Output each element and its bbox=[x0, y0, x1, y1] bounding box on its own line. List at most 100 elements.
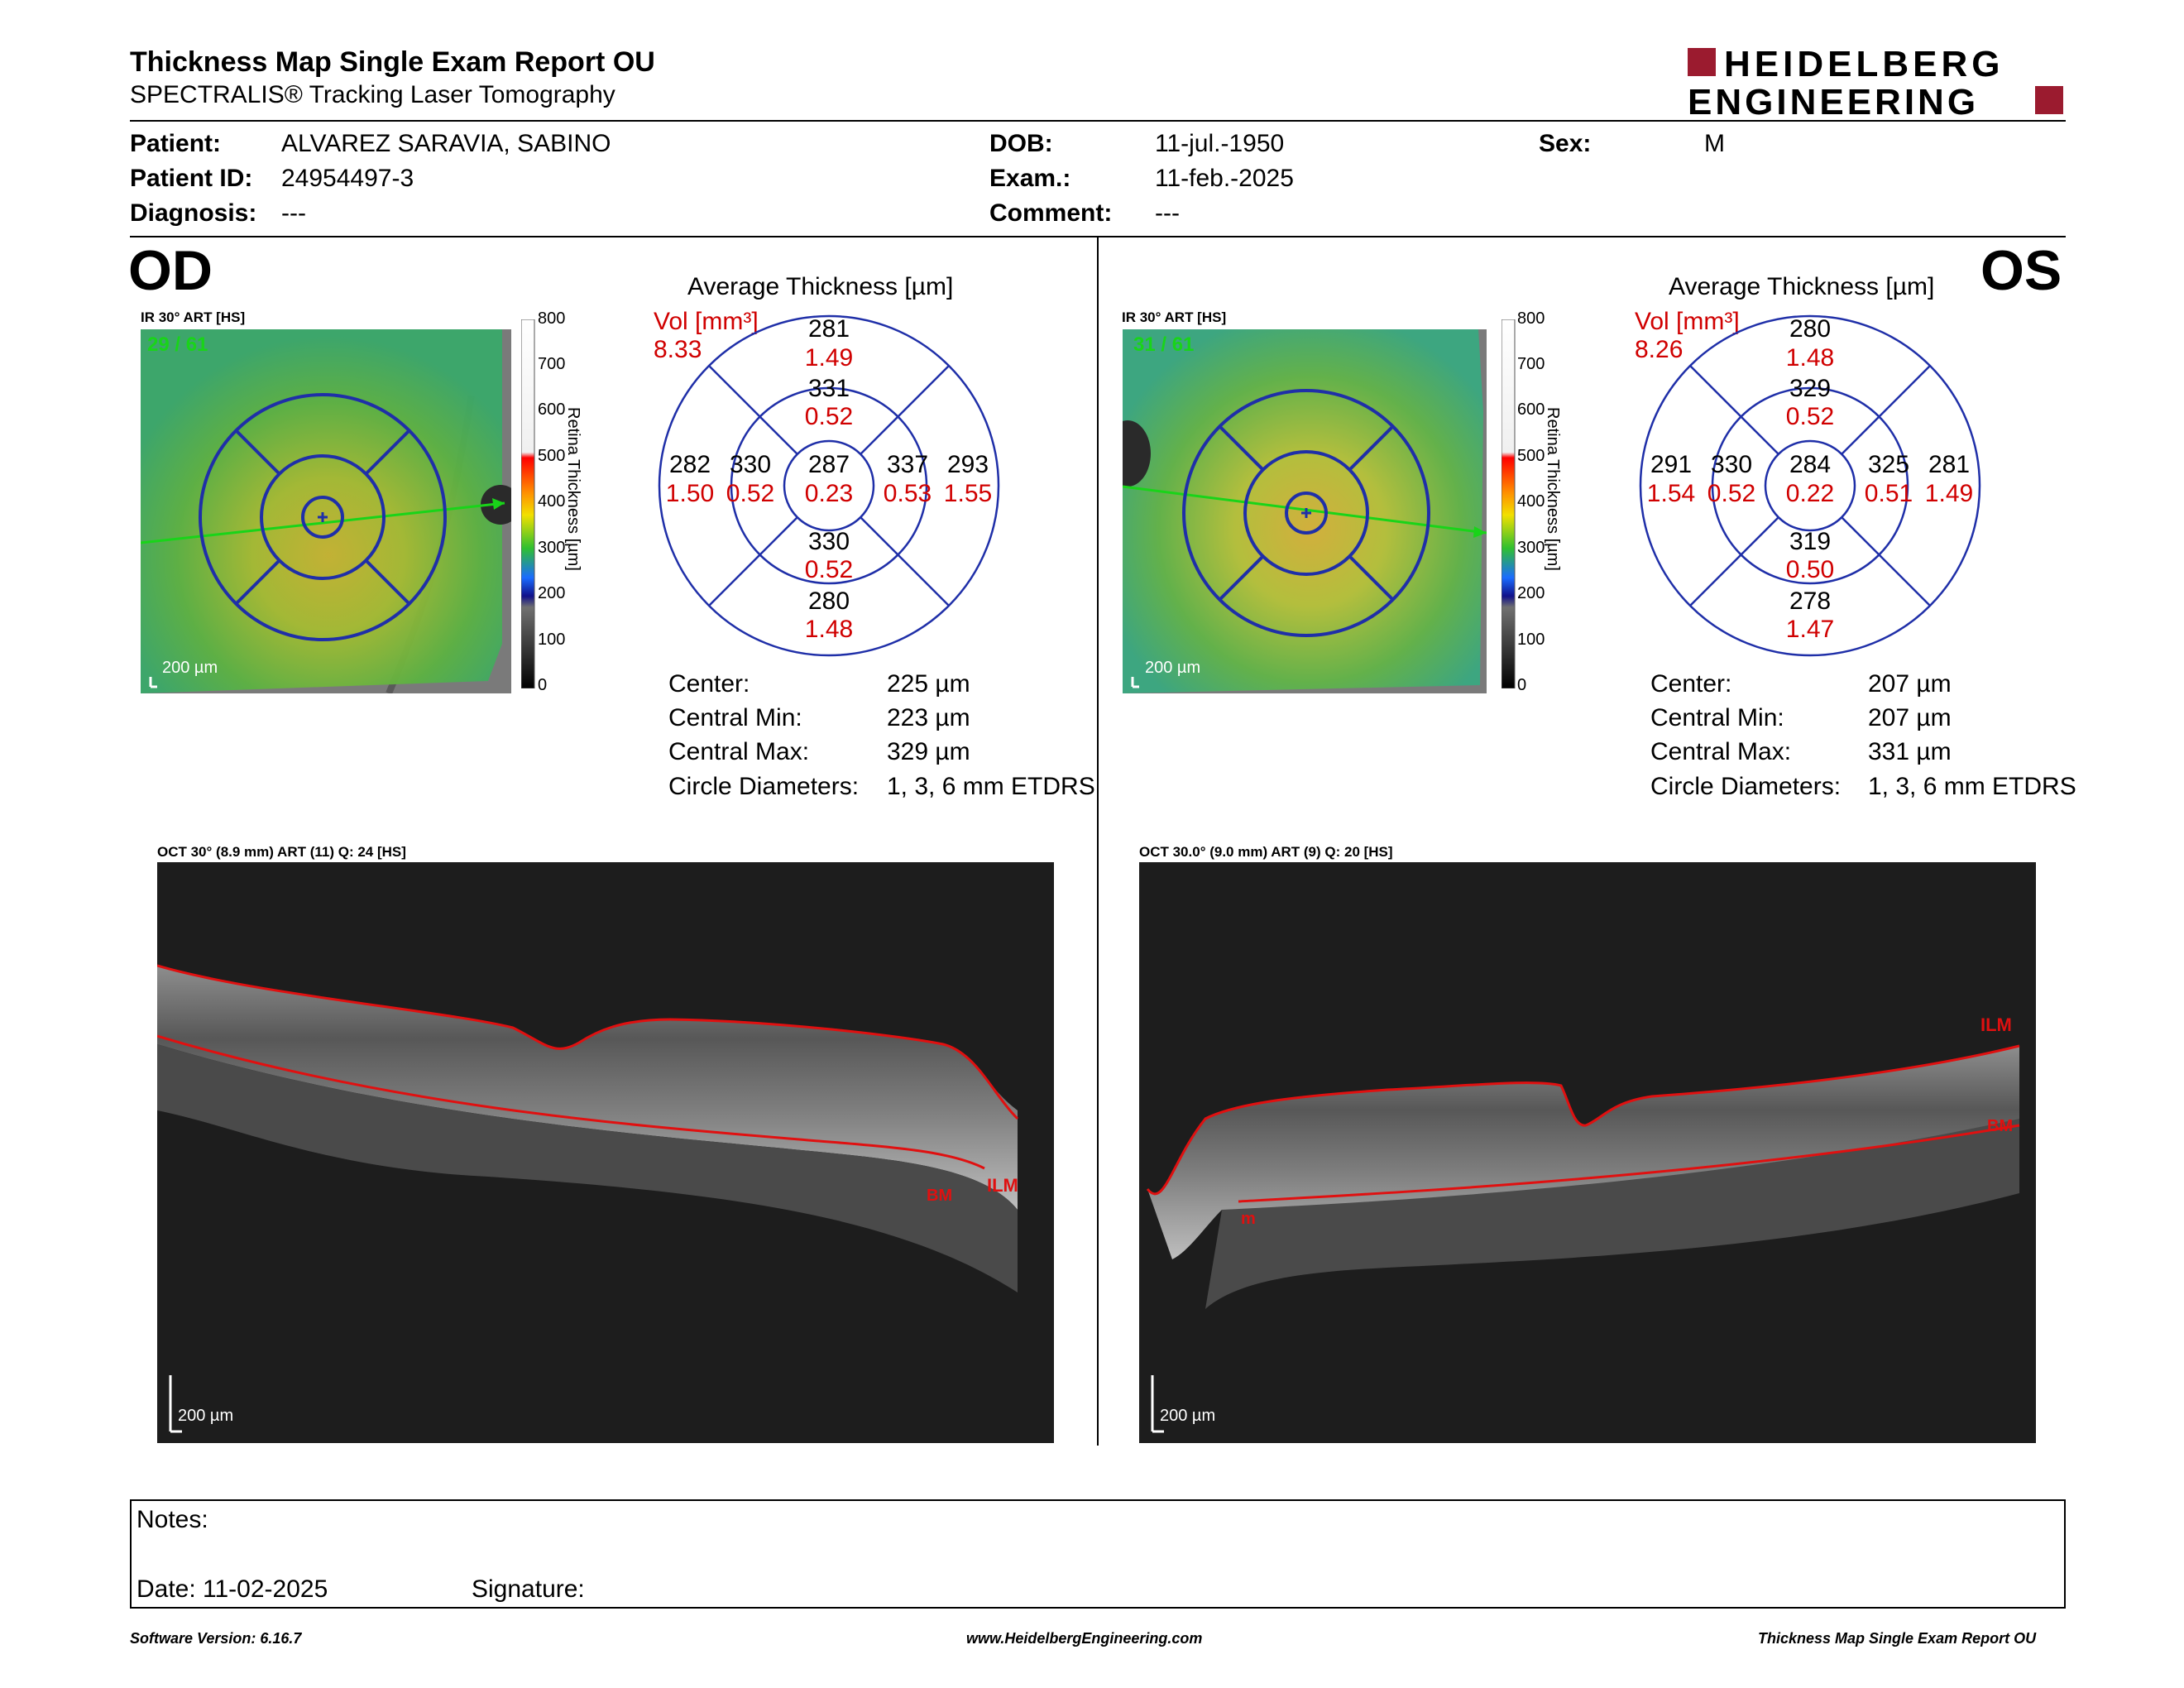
footer-software-version: Software Version: 6.16.7 bbox=[130, 1630, 302, 1647]
od-stat-center-value: 225 µm bbox=[887, 670, 970, 698]
od-outer-right-thickness: 293 bbox=[947, 451, 989, 478]
exam-value: 11-feb.-2025 bbox=[1155, 165, 1294, 192]
os-inner-right-volume: 0.51 bbox=[1865, 480, 1913, 507]
patient-label: Patient: bbox=[130, 130, 222, 157]
os-cbar-tick-0: 0 bbox=[1517, 676, 1527, 694]
os-ilm-label: ILM bbox=[1980, 1014, 2012, 1035]
od-oct-title: OCT 30° (8.9 mm) ART (11) Q: 24 [HS] bbox=[157, 844, 406, 860]
od-inner-left-volume: 0.52 bbox=[726, 480, 774, 507]
od-fundus-image bbox=[141, 329, 511, 693]
od-cbar-tick-300: 300 bbox=[538, 539, 566, 557]
os-cbar-tick-700: 700 bbox=[1517, 355, 1545, 373]
od-cbar-label: Retina Thickness [µm] bbox=[564, 407, 582, 571]
patient-divider bbox=[130, 236, 2066, 237]
od-cbar-tick-200: 200 bbox=[538, 584, 566, 602]
header-divider bbox=[130, 120, 2066, 122]
dob-label: DOB: bbox=[989, 130, 1053, 157]
od-avg-title: Average Thickness [µm] bbox=[687, 273, 954, 300]
os-inner-left-thickness: 330 bbox=[1711, 451, 1752, 478]
os-inner-sup-thickness: 329 bbox=[1789, 375, 1831, 402]
report-subtitle: SPECTRALIS® Tracking Laser Tomography bbox=[130, 81, 615, 108]
os-scale-bar-label: 200 µm bbox=[1145, 659, 1201, 677]
footer-website: www.HeidelbergEngineering.com bbox=[966, 1630, 1203, 1647]
os-inner-left-volume: 0.52 bbox=[1707, 480, 1755, 507]
od-cbar-tick-600: 600 bbox=[538, 400, 566, 419]
sex-value: M bbox=[1704, 130, 1725, 157]
os-stat-max-label: Central Max: bbox=[1650, 738, 1792, 765]
od-stat-diam-value: 1, 3, 6 mm ETDRS bbox=[887, 773, 1095, 800]
od-outer-left-thickness: 282 bbox=[669, 451, 711, 478]
os-stat-min-value: 207 µm bbox=[1868, 704, 1952, 731]
os-avg-title: Average Thickness [µm] bbox=[1669, 273, 1935, 300]
os-outer-right-thickness: 281 bbox=[1928, 451, 1970, 478]
od-inner-left-thickness: 330 bbox=[730, 451, 771, 478]
os-outer-sup-thickness: 280 bbox=[1789, 315, 1831, 343]
od-bm-label: BM bbox=[927, 1187, 953, 1205]
od-outer-sup-volume: 1.49 bbox=[805, 344, 853, 372]
os-cbar-tick-600: 600 bbox=[1517, 400, 1545, 419]
od-outer-inf-volume: 1.48 bbox=[805, 616, 853, 643]
os-colorbar bbox=[1493, 319, 1566, 688]
os-etdrs-grid: 280 1.48 329 0.52 284 0.22 330 0.52 325 … bbox=[1639, 314, 1981, 657]
od-outer-sup-thickness: 281 bbox=[808, 315, 850, 343]
os-cbar-tick-200: 200 bbox=[1517, 584, 1545, 602]
diagnosis-label: Diagnosis: bbox=[130, 199, 257, 227]
od-cbar-tick-700: 700 bbox=[538, 355, 566, 373]
os-cbar-tick-400: 400 bbox=[1517, 492, 1545, 511]
od-outer-inf-thickness: 280 bbox=[808, 587, 850, 615]
os-frame-counter: 31 / 61 bbox=[1133, 333, 1195, 356]
od-ilm-label: ILM bbox=[987, 1175, 1018, 1196]
od-cbar-tick-0: 0 bbox=[538, 676, 548, 694]
notes-box[interactable] bbox=[130, 1499, 2066, 1609]
eye-divider bbox=[1097, 237, 1099, 1446]
os-vol-total: 8.26 bbox=[1635, 336, 1684, 363]
od-eye-label: OD bbox=[128, 239, 213, 302]
patient-id-label: Patient ID: bbox=[130, 165, 253, 192]
exam-label: Exam.: bbox=[989, 165, 1071, 192]
os-oct-bscan bbox=[1139, 862, 2036, 1443]
od-frame-counter: 29 / 61 bbox=[147, 333, 208, 356]
od-outer-right-volume: 1.55 bbox=[944, 480, 992, 507]
os-eye-label: OS bbox=[1980, 239, 2062, 302]
os-extra-label: m bbox=[1241, 1210, 1256, 1228]
os-bm-label: BM bbox=[1987, 1117, 2014, 1135]
od-inner-inf-thickness: 330 bbox=[808, 528, 850, 555]
os-stat-max-value: 331 µm bbox=[1868, 738, 1952, 765]
os-cbar-label: Retina Thickness [µm] bbox=[1544, 407, 1562, 571]
os-stat-min-label: Central Min: bbox=[1650, 704, 1784, 731]
os-fundus-image bbox=[1123, 329, 1487, 693]
report-title: Thickness Map Single Exam Report OU bbox=[130, 46, 655, 78]
os-cbar-tick-500: 500 bbox=[1517, 447, 1545, 465]
diagnosis-value: --- bbox=[281, 199, 306, 227]
os-outer-left-thickness: 291 bbox=[1650, 451, 1692, 478]
od-inner-inf-volume: 0.52 bbox=[805, 556, 853, 583]
od-oct-scale-label: 200 µm bbox=[178, 1407, 234, 1425]
signature-label: Signature: bbox=[472, 1575, 585, 1603]
os-center-volume: 0.22 bbox=[1786, 480, 1834, 507]
os-vol-label: Vol [mm³] bbox=[1635, 308, 1740, 335]
os-outer-left-volume: 1.54 bbox=[1647, 480, 1695, 507]
os-stat-diam-value: 1, 3, 6 mm ETDRS bbox=[1868, 773, 2076, 800]
od-vol-label: Vol [mm³] bbox=[654, 308, 759, 335]
os-outer-inf-volume: 1.47 bbox=[1786, 616, 1834, 643]
od-ir-title: IR 30° ART [HS] bbox=[141, 309, 246, 325]
od-stat-min-value: 223 µm bbox=[887, 704, 970, 731]
od-stat-max-label: Central Max: bbox=[668, 738, 810, 765]
os-stat-center-label: Center: bbox=[1650, 670, 1732, 698]
od-stat-center-label: Center: bbox=[668, 670, 750, 698]
od-center-thickness: 287 bbox=[808, 451, 850, 478]
od-colorbar bbox=[513, 319, 586, 688]
os-stat-center-value: 207 µm bbox=[1868, 670, 1952, 698]
date-label: Date: 11-02-2025 bbox=[136, 1575, 328, 1603]
os-outer-right-volume: 1.49 bbox=[1925, 480, 1973, 507]
os-stat-diam-label: Circle Diameters: bbox=[1650, 773, 1842, 800]
od-outer-left-volume: 1.50 bbox=[666, 480, 714, 507]
heidelberg-logo: HEIDELBERG ENGINEERING bbox=[1688, 44, 2065, 122]
od-cbar-tick-100: 100 bbox=[538, 631, 566, 649]
od-inner-right-thickness: 337 bbox=[887, 451, 928, 478]
os-inner-inf-volume: 0.50 bbox=[1786, 556, 1834, 583]
od-stat-max-value: 329 µm bbox=[887, 738, 970, 765]
patient-name: ALVAREZ SARAVIA, SABINO bbox=[281, 130, 611, 157]
od-stat-diam-label: Circle Diameters: bbox=[668, 773, 860, 800]
od-center-volume: 0.23 bbox=[805, 480, 853, 507]
